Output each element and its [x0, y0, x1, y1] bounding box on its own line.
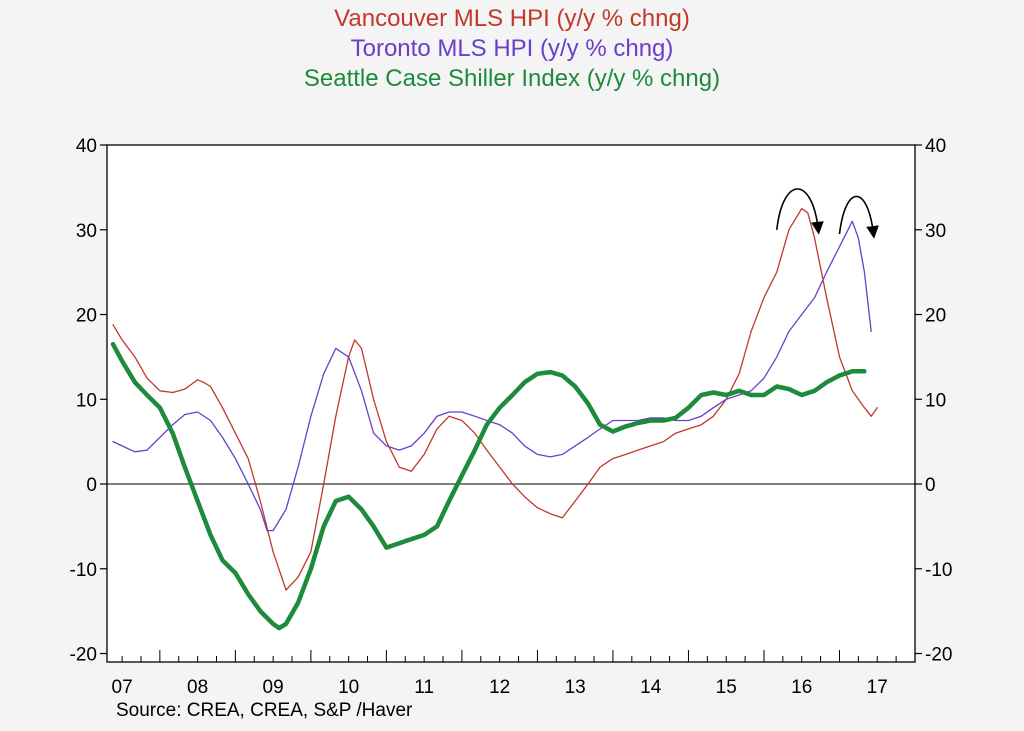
y-tick-label-left: 0	[86, 475, 97, 496]
y-tick-label-right: 30	[925, 221, 946, 242]
chart-titles: Vancouver MLS HPI (y/y % chng) Toronto M…	[0, 4, 1024, 94]
annotation-arrow-1	[838, 195, 879, 239]
y-tick-label-left: 30	[76, 221, 97, 242]
x-tick-label: 13	[565, 677, 586, 698]
y-tick-label-right: 10	[925, 390, 946, 411]
y-tick-label-right: 40	[925, 136, 946, 157]
plot-area	[106, 144, 916, 663]
y-tick-label-left: -20	[70, 645, 97, 666]
source-note: Source: CREA, CREA, S&P /Haver	[116, 700, 413, 721]
y-tick-label-left: 20	[76, 306, 97, 327]
annotation-arrow-0	[776, 188, 824, 235]
chart-title-vancouver: Vancouver MLS HPI (y/y % chng)	[334, 5, 690, 32]
y-tick-label-right: -20	[925, 645, 952, 666]
x-tick-label: 16	[791, 677, 812, 698]
x-tick-label: 14	[640, 677, 662, 698]
series-line-0	[112, 207, 878, 591]
x-tick-label: 11	[414, 677, 434, 698]
x-tick-label: 10	[338, 677, 359, 698]
x-tick-label: 12	[489, 677, 510, 698]
y-tick-label-left: 40	[76, 136, 97, 157]
chart-title-seattle: Seattle Case Shiller Index (y/y % chng)	[303, 65, 721, 92]
y-tick-label-right: 0	[925, 475, 936, 496]
series-line-1	[112, 220, 872, 532]
y-tick-label-right: -10	[925, 560, 952, 581]
series-line-2	[110, 341, 867, 631]
x-tick-label: 09	[263, 677, 284, 698]
chart-title-toronto: Toronto MLS HPI (y/y % chng)	[350, 35, 674, 62]
y-tick-label-left: -10	[70, 560, 97, 581]
y-tick-label-right: 20	[925, 306, 946, 327]
y-tick-label-left: 10	[76, 390, 97, 411]
x-tick-label: 07	[112, 677, 133, 698]
x-tick-label: 15	[716, 677, 737, 698]
x-tick-label: 08	[187, 677, 208, 698]
x-tick-label: 17	[867, 677, 888, 698]
